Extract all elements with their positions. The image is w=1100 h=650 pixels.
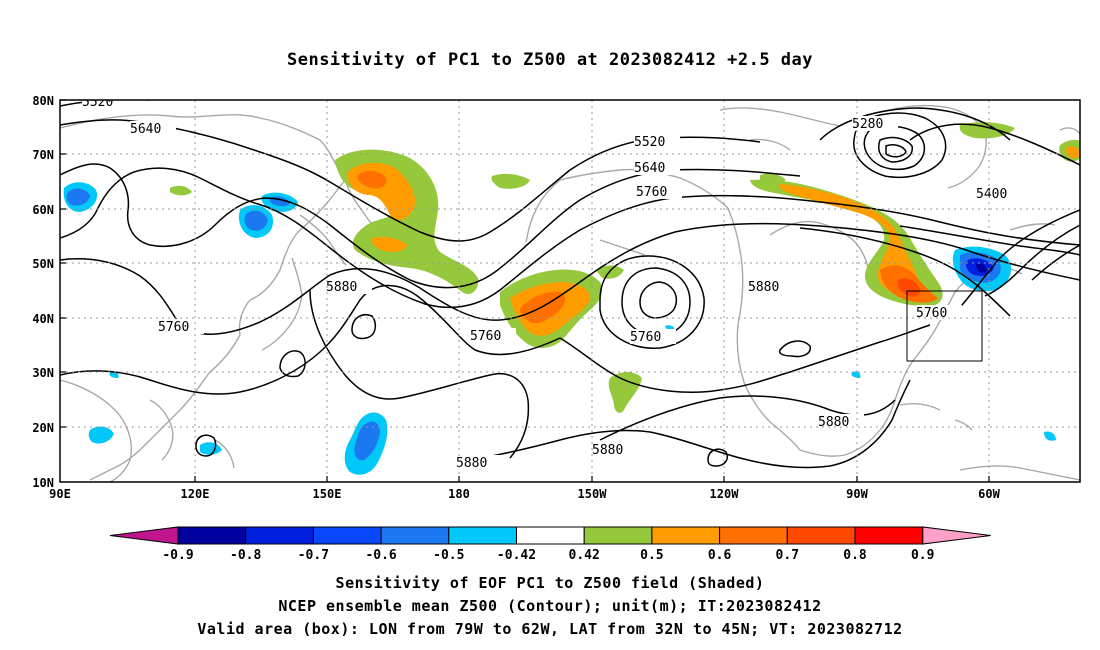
colorbar-swatch — [245, 526, 314, 545]
colorbar-label: -0.6 — [365, 548, 396, 563]
contour-label: 5880 — [326, 280, 357, 295]
lon-label: 60W — [978, 487, 1000, 501]
latitude-axis: 80N 70N 60N 50N 40N 30N 20N 10N — [32, 94, 66, 490]
contour-label: 5520 — [82, 95, 113, 110]
contour-label: 5760 — [470, 329, 501, 344]
colorbar-label: 0.7 — [776, 548, 799, 563]
colorbar-swatch — [312, 526, 382, 545]
graticule — [60, 100, 1080, 482]
contour-label: 5880 — [818, 415, 849, 430]
contour-label: 5760 — [630, 330, 661, 345]
colorbar-lower-extension — [109, 526, 179, 545]
colorbar-label: -0.7 — [298, 548, 329, 563]
colorbar-swatch — [854, 526, 924, 545]
lat-label: 40N — [32, 312, 54, 326]
contour-label: 5760 — [916, 306, 947, 321]
lon-label: 90E — [49, 487, 71, 501]
colorbar-label: -0.5 — [433, 548, 464, 563]
z500-contours — [60, 100, 1080, 469]
lat-label: 60N — [32, 203, 54, 217]
contour-label: 5760 — [636, 185, 667, 200]
lat-label: 10N — [32, 476, 54, 490]
contour-label: 5280 — [852, 117, 883, 132]
lat-label: 70N — [32, 148, 54, 162]
sensitivity-shading — [63, 122, 1080, 475]
caption-line-3: Valid area (box): LON from 79W to 62W, L… — [197, 620, 903, 638]
lat-label: 50N — [32, 257, 54, 271]
lon-label: 150W — [578, 487, 608, 501]
colorbar-swatch — [719, 526, 788, 545]
colorbar-swatch — [516, 526, 585, 545]
colorbar: -0.9 -0.8 -0.7 -0.6 -0.5 -0.42 0.42 0.5 0.6 0.7 0.… — [109, 526, 991, 563]
colorbar-swatch — [177, 526, 247, 545]
contour-label: 5640 — [634, 161, 665, 176]
lon-label: 120W — [710, 487, 740, 501]
colorbar-swatch — [448, 526, 517, 545]
caption-line-2: NCEP ensemble mean Z500 (Contour); unit(… — [278, 597, 822, 615]
contour-label: 5880 — [748, 280, 779, 295]
lon-label: 180 — [448, 487, 470, 501]
lat-label: 30N — [32, 366, 54, 380]
contour-label: 5640 — [130, 122, 161, 137]
coastlines — [60, 104, 1080, 482]
lon-label: 90W — [846, 487, 868, 501]
colorbar-swatch — [583, 526, 653, 545]
plot-title: Sensitivity of PC1 to Z500 at 2023082412… — [286, 50, 813, 70]
colorbar-label: 0.42 — [569, 548, 600, 563]
lon-label: 120E — [181, 487, 210, 501]
colorbar-label: 0.8 — [843, 548, 867, 563]
lon-label: 150E — [313, 487, 342, 501]
colorbar-label: 0.9 — [911, 548, 934, 563]
contour-label: 5880 — [456, 456, 487, 471]
colorbar-label: 0.6 — [708, 548, 732, 563]
contour-label: 5760 — [158, 320, 189, 335]
valid-area-box — [906, 290, 983, 362]
colorbar-label: 0.5 — [640, 548, 663, 563]
colorbar-label: -0.8 — [230, 548, 261, 563]
colorbar-swatch — [380, 526, 450, 545]
contour-label: 5520 — [634, 135, 665, 150]
lat-label: 80N — [32, 94, 54, 108]
colorbar-label: -0.42 — [497, 548, 536, 563]
contour-label: 5880 — [592, 443, 623, 458]
colorbar-label: -0.9 — [162, 548, 193, 563]
colorbar-swatch — [651, 526, 721, 545]
longitude-axis: 90E 120E 150E 180 150W 120W 90W 60W — [49, 476, 1001, 501]
colorbar-upper-extension — [922, 526, 991, 545]
map-frame — [59, 99, 1081, 483]
contour-label: 5400 — [976, 187, 1007, 202]
colorbar-swatch — [786, 526, 856, 545]
caption-line-1: Sensitivity of EOF PC1 to Z500 field (Sh… — [335, 574, 765, 592]
lat-label: 20N — [32, 421, 54, 435]
contour-labels: 5520 5640 5520 5640 5760 5280 5400 5880 … — [82, 95, 1022, 471]
